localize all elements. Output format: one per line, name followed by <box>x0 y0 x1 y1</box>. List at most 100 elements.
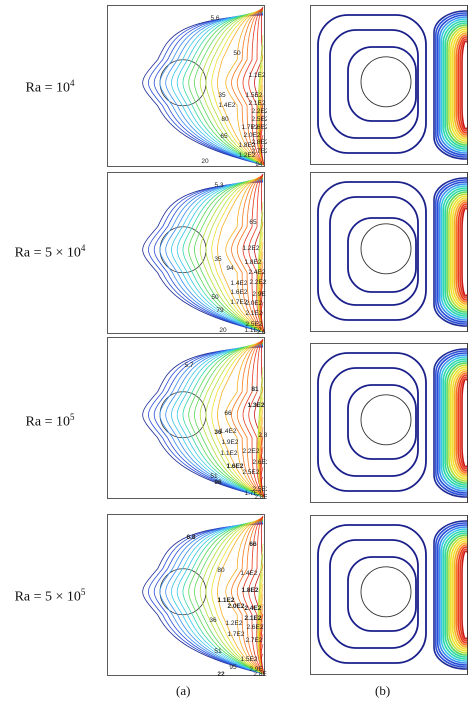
isotherm-line <box>159 345 265 498</box>
isotherm-panel-row1: 5.6 50 1.1E2 35 1.5E2 80 1.4E2 2.1E2 2.2E2 1.7E2 2… <box>107 5 267 167</box>
isotherm-value-label: 2.6E2 <box>247 624 264 631</box>
isotherm-line <box>248 339 265 498</box>
streamline-loop <box>438 183 468 321</box>
streamline-loop <box>448 193 468 311</box>
isotherm-line <box>236 516 265 675</box>
isotherm-line <box>199 519 265 675</box>
isotherm-value-label: 65 <box>249 219 257 226</box>
isotherm-value-label: 51 <box>214 648 222 655</box>
isotherm-line <box>153 345 265 498</box>
isotherm-value-label: 2.1E2 <box>246 310 263 317</box>
streamline-loop <box>442 358 468 488</box>
isotherm-value-label: 2.8E <box>254 494 267 499</box>
streamline-loop <box>442 20 468 150</box>
isotherm-line <box>205 9 265 166</box>
isotherm-value-label: 2.2E2 <box>250 279 267 286</box>
isotherm-line <box>176 521 265 675</box>
isotherm-line <box>231 8 265 166</box>
isotherm-line <box>211 518 265 675</box>
isotherm-line <box>159 13 265 166</box>
streamline-loop <box>453 199 468 305</box>
streamline-loop <box>433 348 468 498</box>
streamline-loop <box>446 191 468 313</box>
streamline-loop <box>433 177 468 327</box>
isotherm-line <box>231 517 265 675</box>
isotherm-value-label: 36 <box>214 429 222 436</box>
isotherm-line <box>236 339 265 498</box>
isotherm-line <box>236 174 265 333</box>
streamline-loop <box>436 181 468 323</box>
isotherm-line <box>236 7 265 166</box>
isotherm-value-label: 1.1E2 <box>245 327 262 334</box>
isotherm-value-label: 2.1E2 <box>249 100 266 107</box>
isotherm-line <box>248 7 265 166</box>
streamline-loop <box>457 374 468 472</box>
isotherm-line <box>242 174 265 333</box>
ra-label-row1: Ra = 104 <box>25 78 75 96</box>
streamline-loop <box>329 196 419 306</box>
isotherm-line <box>165 179 265 333</box>
isotherm-line <box>176 179 265 333</box>
isotherm-line <box>194 519 265 675</box>
cylinder-outline <box>360 394 412 446</box>
isotherm-line <box>176 344 265 498</box>
streamline-loop <box>459 376 468 470</box>
caption-a: (a) <box>176 683 191 698</box>
isotherm-value-label: 94 <box>255 161 263 167</box>
isotherm-value-label: 1.6E2 <box>231 289 248 296</box>
isotherm-line <box>225 340 265 498</box>
isotherm-value-label: 20 <box>201 158 209 165</box>
ra-label-row3: Ra = 105 <box>25 412 75 430</box>
isotherm-value-label: 1.8E2 <box>242 587 259 594</box>
isotherm-value-label: 1.4E2 <box>220 428 237 435</box>
streamline-loop <box>442 530 468 660</box>
streamline-loop <box>461 207 468 297</box>
isotherm-line <box>153 522 265 675</box>
isotherm-value-label: 2.2E2 <box>252 108 268 115</box>
isotherm-value-label: 2.2E2 <box>243 448 260 455</box>
isotherm-line <box>225 517 265 675</box>
streamline-loop <box>453 32 468 138</box>
isotherm-value-label: 1.2E2 <box>243 245 260 252</box>
isotherm-line <box>188 178 265 333</box>
isotherm-frame <box>107 337 265 499</box>
isotherm-value-label: 81 <box>251 386 259 393</box>
streamline-loop <box>455 34 468 136</box>
isotherm-value-label: 6.8 <box>186 534 195 541</box>
streamline-loop <box>450 195 468 309</box>
isotherm-value-label: 1.2E2 <box>239 152 256 159</box>
streamline-loop <box>461 378 468 468</box>
isotherm-value-label: 35 <box>214 256 222 263</box>
isotherm-value-label: 2.5E2 <box>252 116 268 123</box>
isotherm-value-label: 5.7 <box>184 362 193 369</box>
isotherm-value-label: 1.1E2 <box>249 72 266 79</box>
isotherm-line <box>205 341 265 498</box>
isotherm-line <box>159 522 265 675</box>
streamline-loop <box>440 185 468 319</box>
streamline-loop <box>461 550 468 640</box>
isotherm-line <box>248 174 265 333</box>
streamline-loop <box>446 362 468 484</box>
isotherm-value-label: 2.6E2 <box>252 124 268 131</box>
isotherm-line <box>261 144 265 166</box>
isotherm-value-label: 50 <box>233 50 241 57</box>
isotherm-value-label: 2.6E2 <box>253 459 268 466</box>
isotherm-value-label: 1.6E2 <box>227 463 244 470</box>
isotherm-value-label: 2.5E2 <box>246 321 263 328</box>
isotherm-value-label: 1.7E2 <box>242 124 259 131</box>
isotherm-line <box>211 9 265 166</box>
streamline-loop <box>347 384 417 460</box>
isotherm-line <box>153 180 265 333</box>
streamline-loop <box>457 546 468 644</box>
isotherm-value-label: 79 <box>216 307 224 314</box>
streamline-loop <box>438 354 468 492</box>
isotherm-value-label: 2.8E <box>258 432 267 439</box>
isotherm-value-label: 2.0E2 <box>246 300 263 307</box>
isotherm-value-label: 5.3 <box>214 182 223 189</box>
isotherm-line <box>165 344 265 498</box>
isotherm-value-label: 1.7E2 <box>245 490 262 497</box>
isotherm-value-label: 96 <box>214 479 222 486</box>
isotherm-line <box>194 10 265 166</box>
streamline-loop <box>461 40 468 130</box>
isotherm-line <box>225 175 265 333</box>
